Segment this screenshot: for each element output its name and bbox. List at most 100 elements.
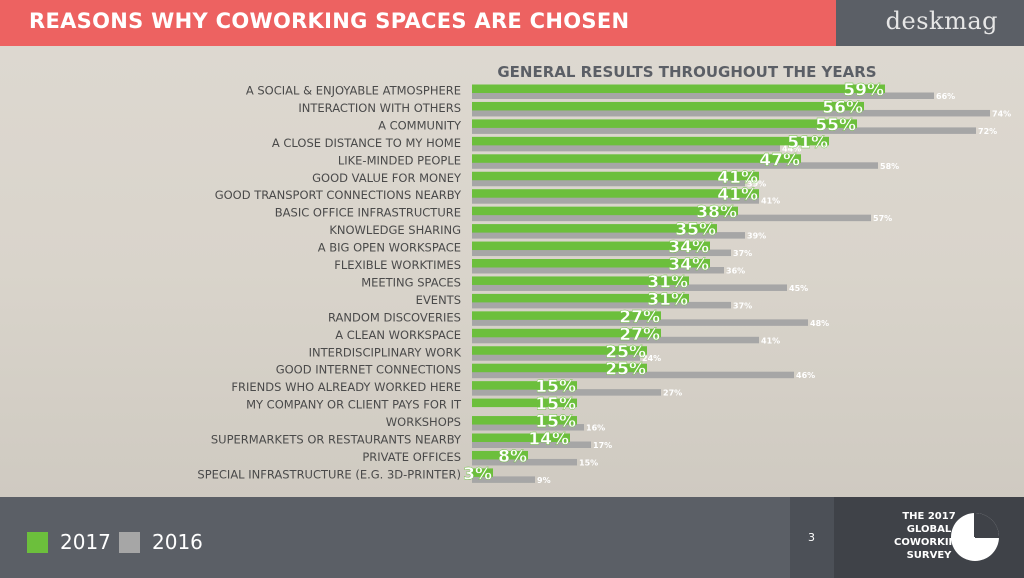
bar-2016 [472, 232, 745, 239]
bar-2016 [472, 144, 780, 152]
data-label-2016: 44% [782, 144, 801, 153]
legend-swatch-2016 [119, 531, 140, 553]
bar-2017 [472, 171, 759, 181]
bar-2017 [472, 259, 710, 268]
data-label-2017: 41% [717, 185, 758, 205]
bar-2016 [472, 319, 808, 326]
data-label-2016: 37% [733, 301, 752, 310]
legend-item-2016: 2016 [119, 530, 203, 554]
category-label: SUPERMARKETS OR RESTAURANTS NEARBY [211, 433, 462, 447]
category-label: GOOD TRANSPORT CONNECTIONS NEARBY [215, 188, 462, 202]
data-label-2016: 57% [873, 214, 892, 223]
data-label-2016: 74% [992, 109, 1011, 118]
category-label: PRIVATE OFFICES [362, 450, 461, 464]
survey-line: COWORKING [894, 537, 966, 548]
data-label-2017: 34% [668, 255, 709, 275]
category-label: A BIG OPEN WORKSPACE [318, 241, 461, 255]
data-label-2016: 48% [810, 319, 829, 328]
category-label: MEETING SPACES [361, 275, 461, 289]
data-label-2016: 41% [761, 197, 780, 206]
data-label-2016: 16% [586, 424, 605, 433]
bar-2017 [472, 154, 801, 163]
bar-2017 [472, 311, 661, 320]
bar-2016 [472, 424, 584, 431]
data-label-2016: 36% [726, 267, 745, 276]
data-label-2016: 27% [663, 389, 682, 398]
data-label-2016: 37% [733, 249, 752, 258]
data-label-2017: 15% [535, 395, 576, 415]
brand-bar: deskmag [836, 0, 1024, 46]
data-label-2017: 25% [605, 360, 646, 380]
category-label: A SOCIAL & ENJOYABLE ATMOSPHERE [246, 84, 461, 98]
bar-2017 [472, 101, 864, 111]
bar-2016 [472, 336, 759, 344]
bar-2017 [472, 433, 570, 442]
bar-2017 [472, 363, 647, 373]
data-label-2017: 59% [843, 81, 884, 101]
data-label-2016: 15% [579, 458, 598, 467]
legend-swatch-2017 [27, 531, 48, 553]
bar-2016 [472, 284, 787, 291]
title-bar: REASONS WHY COWORKING SPACES ARE CHOSEN [0, 0, 836, 46]
bar-2016 [472, 301, 731, 309]
data-label-2016: 24% [642, 354, 661, 363]
category-label: A COMMUNITY [378, 118, 462, 132]
pie-chart-icon [951, 513, 999, 561]
bar-2017 [472, 468, 493, 477]
category-label: INTERACTION WITH OTHERS [298, 101, 461, 115]
bar-2017 [472, 328, 661, 338]
data-label-2016: 72% [978, 127, 997, 136]
bar-2016 [472, 197, 759, 204]
bar-2017 [472, 416, 577, 425]
data-label-2016: 66% [936, 92, 955, 101]
header-bar: REASONS WHY COWORKING SPACES ARE CHOSEN … [0, 0, 1024, 46]
category-label: RANDOM DISCOVERIES [328, 310, 461, 324]
data-label-2017: 47% [759, 150, 800, 170]
data-label-2017: 25% [605, 342, 646, 362]
bar-2017 [472, 293, 689, 303]
survey-title: THE 2017 GLOBAL COWORKING SURVEY [894, 510, 966, 562]
bar-2017 [472, 119, 857, 128]
bar-2016 [472, 354, 640, 361]
category-label: FRIENDS WHO ALREADY WORKED HERE [231, 380, 461, 394]
data-label-2017: 34% [668, 238, 709, 258]
bar-2016 [472, 179, 745, 187]
bar-2016 [472, 267, 724, 274]
bar-2016 [472, 162, 878, 169]
bar-2017 [472, 224, 717, 233]
bar-2016 [472, 441, 591, 448]
data-label-2017: 27% [619, 325, 660, 345]
data-label-2016: 17% [593, 441, 612, 450]
bar-2016 [472, 249, 731, 257]
legend-item-2017: 2017 [27, 530, 111, 554]
bar-2017 [472, 206, 738, 216]
bar-2016 [472, 92, 934, 99]
bar-2016 [472, 458, 577, 466]
data-label-2016: 39% [747, 179, 766, 188]
data-label-2017: 56% [822, 98, 863, 118]
survey-line: THE 2017 [902, 511, 956, 522]
bar-2016 [472, 476, 535, 483]
footer-bar: 2017 2016 3 THE 2017 GLOBAL COWORKING SU… [0, 497, 1024, 578]
data-label-2017: 14% [528, 430, 569, 450]
bar-2016 [472, 371, 794, 379]
data-label-2016: 9% [537, 476, 551, 485]
bar-2017 [472, 136, 829, 146]
survey-line: SURVEY [906, 550, 952, 561]
page-number: 3 [808, 531, 815, 544]
data-label-2017: 31% [647, 272, 688, 292]
data-label-2017: 51% [787, 133, 828, 153]
data-label-2016: 41% [761, 336, 780, 345]
bar-2017 [472, 398, 577, 408]
bar-chart: GENERAL RESULTS THROUGHOUT THE YEARS A SO… [197, 63, 1011, 485]
data-label-2017: 38% [696, 203, 737, 223]
bar-2017 [472, 189, 759, 198]
bar-2016 [472, 214, 871, 222]
legend-label-2017: 2017 [60, 530, 111, 554]
bar-2017 [472, 450, 528, 460]
survey-line: GLOBAL [906, 524, 952, 535]
category-label: FLEXIBLE WORKTIMES [334, 258, 461, 272]
category-label: INTERDISCIPLINARY WORK [309, 345, 462, 359]
category-label: GOOD INTERNET CONNECTIONS [276, 363, 461, 377]
legend: 2017 2016 [0, 497, 790, 578]
